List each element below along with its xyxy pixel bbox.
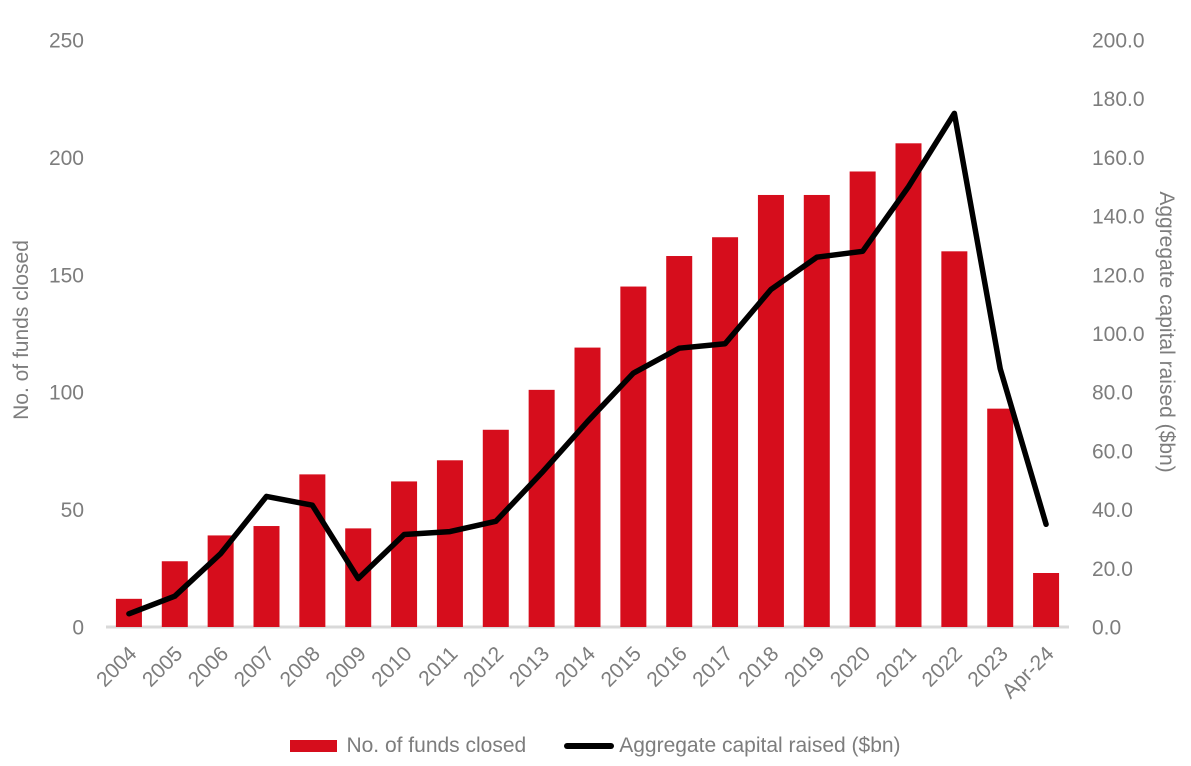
x-label-2019: 2019 [780,642,829,691]
chart-legend: No. of funds closed Aggregate capital ra… [0,734,1191,758]
right-axis-tick-0.0: 0.0 [1092,617,1121,640]
bar-2008 [299,474,326,627]
left-axis-title: No. of funds closed [10,240,33,420]
legend-label-funds-closed: No. of funds closed [346,734,527,757]
bar-2023 [987,408,1014,627]
line-series-swatch [564,743,615,749]
right-axis-tick-140.0: 140.0 [1092,206,1145,229]
right-axis-tick-100.0: 100.0 [1092,323,1145,346]
right-axis-tick-120.0: 120.0 [1092,264,1145,287]
bar-series-swatch [290,740,338,752]
bar-2011 [436,460,463,627]
right-axis-title: Aggregate capital raised ($bn) [1155,191,1178,472]
right-axis-tick-40.0: 40.0 [1092,499,1133,522]
x-label-2008: 2008 [276,642,325,691]
x-label-2006: 2006 [184,642,233,691]
x-label-2005: 2005 [138,642,187,691]
right-axis-tick-60.0: 60.0 [1092,440,1133,463]
x-label-2016: 2016 [642,642,691,691]
bar-2019 [803,194,830,627]
bar-2015 [620,286,647,627]
x-label-2004: 2004 [92,642,142,692]
left-axis-tick-200: 200 [49,147,84,170]
x-label-2010: 2010 [367,642,416,691]
x-label-2015: 2015 [597,642,646,691]
bar-2013 [528,389,555,627]
x-label-2014: 2014 [551,642,601,692]
left-axis-tick-100: 100 [49,382,84,405]
bar-2006 [207,535,234,627]
legend-label-capital-raised: Aggregate capital raised ($bn) [619,734,901,757]
x-label-2013: 2013 [505,642,554,691]
x-label-apr-24: Apr-24 [998,642,1059,703]
x-label-2018: 2018 [734,642,783,691]
bar-2007 [253,526,280,627]
bar-2010 [391,481,418,627]
left-axis-tick-0: 0 [72,617,84,640]
bar-2014 [574,347,601,627]
x-label-2007: 2007 [230,642,279,691]
bar-2016 [666,256,693,627]
bar-2022 [941,251,968,627]
bar-apr-24 [1033,572,1060,627]
x-label-2020: 2020 [826,642,875,691]
legend-item-capital-raised: Aggregate capital raised ($bn) [564,734,901,758]
x-label-2021: 2021 [872,642,921,691]
legend-item-funds-closed: No. of funds closed [290,734,526,758]
bar-2021 [895,143,922,627]
x-label-2009: 2009 [321,642,370,691]
right-axis-tick-200.0: 200.0 [1092,30,1145,53]
x-label-2017: 2017 [688,642,737,691]
left-axis-tick-150: 150 [49,264,84,287]
right-axis-tick-80.0: 80.0 [1092,382,1133,405]
bar-2012 [482,429,509,627]
x-label-2011: 2011 [414,642,462,690]
x-label-2022: 2022 [918,642,967,691]
bar-2017 [712,237,739,627]
right-axis-tick-180.0: 180.0 [1092,88,1145,111]
right-axis-tick-20.0: 20.0 [1092,558,1133,581]
right-axis-tick-160.0: 160.0 [1092,147,1145,170]
bar-2018 [757,194,784,627]
left-axis-tick-250: 250 [49,30,84,53]
left-axis-tick-50: 50 [61,499,84,522]
x-label-2012: 2012 [459,642,508,691]
capital-raised-line [126,110,1049,617]
